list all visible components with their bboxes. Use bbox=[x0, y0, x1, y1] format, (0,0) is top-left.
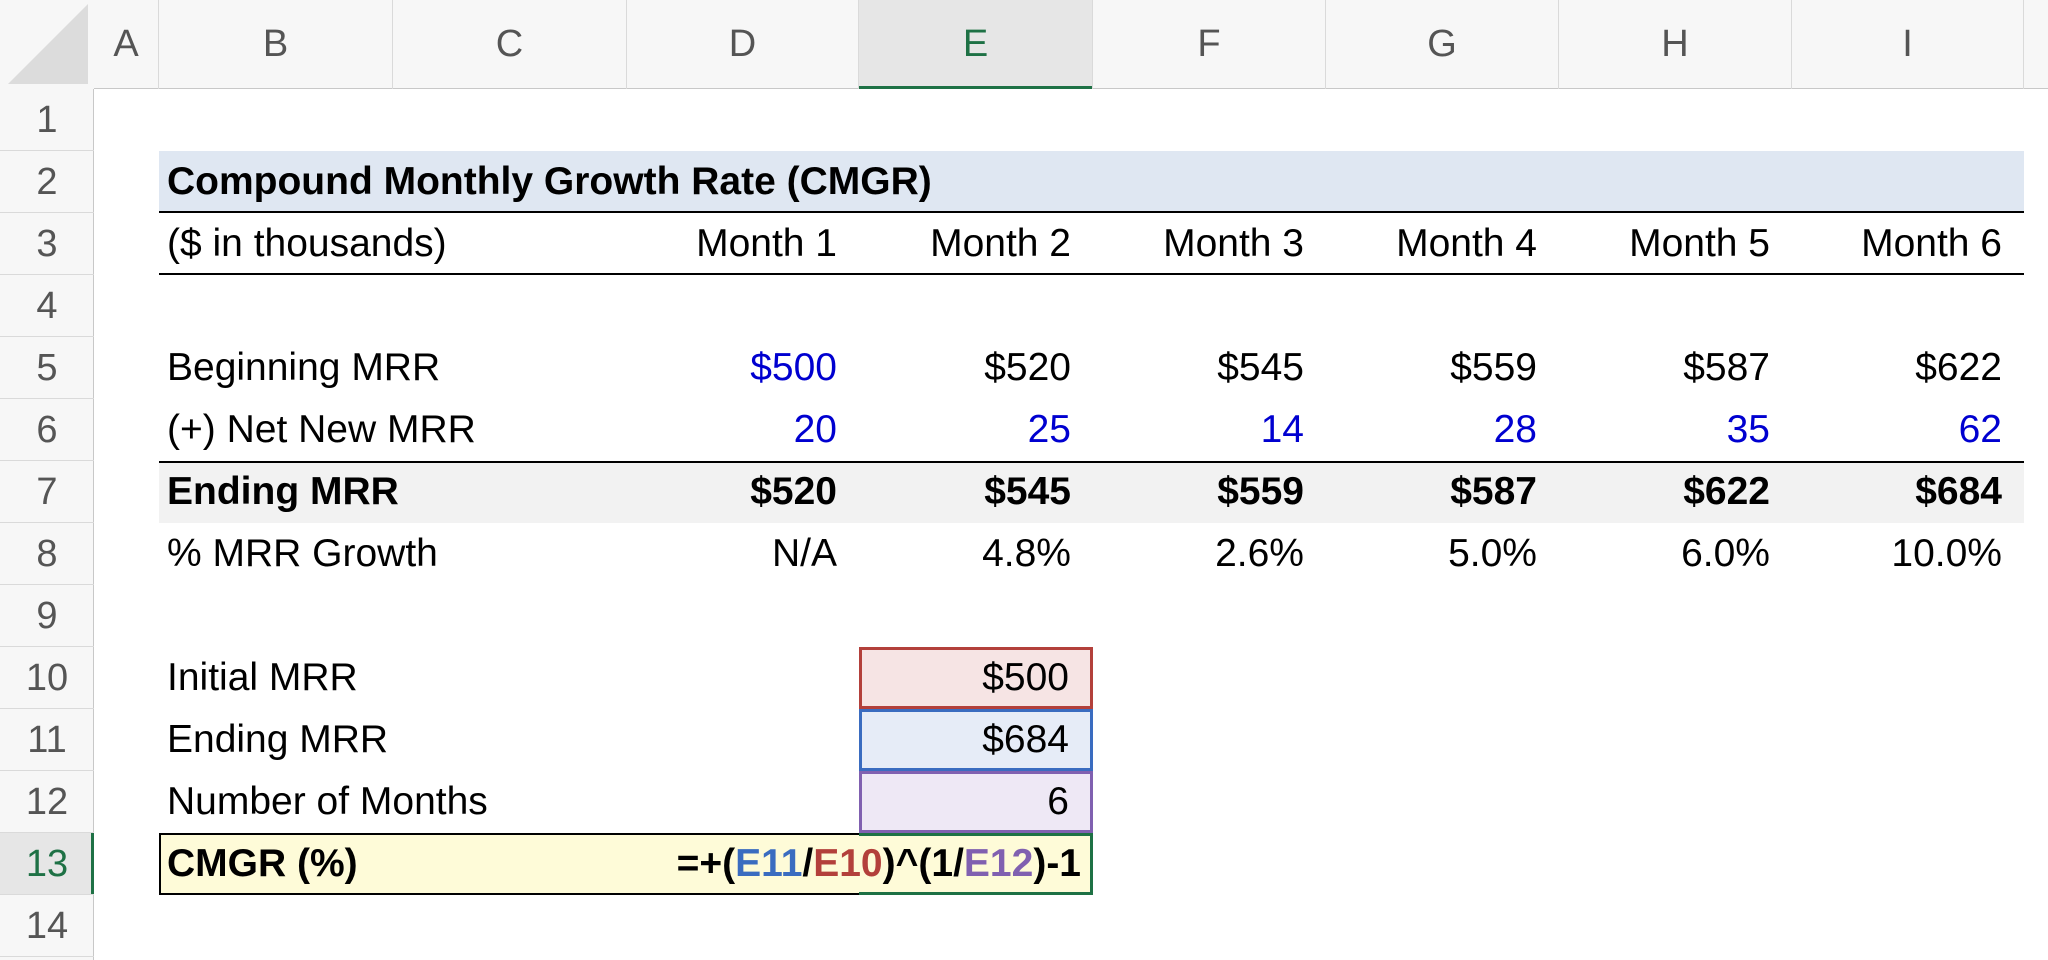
row-header[interactable]: 2 bbox=[0, 151, 94, 213]
value-cell: $587 bbox=[1450, 470, 1537, 513]
row-header[interactable]: 4 bbox=[0, 275, 94, 337]
column-header[interactable]: I bbox=[1792, 0, 2024, 89]
value-cell: $520 bbox=[984, 346, 1071, 389]
reference-cell bbox=[859, 771, 1093, 833]
value-cell: Month 5 bbox=[1629, 222, 1770, 265]
row-label: (+) Net New MRR bbox=[167, 408, 476, 451]
row-label: Ending MRR bbox=[167, 470, 399, 513]
reference-cell bbox=[859, 647, 1093, 709]
selected-row-header bbox=[0, 833, 94, 895]
cmgr-band bbox=[159, 833, 1093, 895]
formula-part: =+( bbox=[676, 842, 736, 885]
row-header-bar bbox=[0, 89, 94, 960]
column-header[interactable]: B bbox=[159, 0, 393, 89]
row-header[interactable]: 5 bbox=[0, 337, 94, 399]
row-header[interactable]: 9 bbox=[0, 585, 94, 647]
value-cell: 35 bbox=[1726, 408, 1770, 451]
value-cell: 62 bbox=[1958, 408, 2002, 451]
formula-part: E10 bbox=[813, 842, 883, 885]
value-cell: 14 bbox=[1260, 408, 1304, 451]
value-cell: 4.8% bbox=[982, 532, 1071, 575]
value-cell: $622 bbox=[1915, 346, 2002, 389]
column-header[interactable]: F bbox=[1093, 0, 1326, 89]
row-header[interactable]: 6 bbox=[0, 399, 94, 461]
total-band bbox=[159, 461, 2024, 523]
title-band bbox=[159, 151, 2024, 213]
value-cell: $684 bbox=[1915, 470, 2002, 513]
row-label: Number of Months bbox=[167, 780, 488, 823]
value-cell: Month 3 bbox=[1163, 222, 1304, 265]
row-header[interactable]: 13 bbox=[0, 833, 94, 895]
value-cell: $684 bbox=[982, 718, 1069, 761]
column-header[interactable]: H bbox=[1559, 0, 1792, 89]
value-cell: Month 4 bbox=[1396, 222, 1537, 265]
header-rule bbox=[159, 273, 2024, 275]
value-cell: 2.6% bbox=[1215, 532, 1304, 575]
formula-part: )^(1/ bbox=[882, 842, 964, 885]
formula: =+(E11/E10)^(1/E12)-1 bbox=[617, 833, 1093, 895]
selected-column-header bbox=[859, 0, 1093, 89]
row-header[interactable]: 14 bbox=[0, 895, 94, 957]
formula-part: E11 bbox=[735, 842, 803, 885]
row-header[interactable]: 11 bbox=[0, 709, 94, 771]
value-cell: $545 bbox=[1217, 346, 1304, 389]
row-label: Ending MRR bbox=[167, 718, 389, 761]
column-header[interactable]: D bbox=[627, 0, 859, 89]
value-cell: $500 bbox=[982, 656, 1069, 699]
column-header[interactable]: E bbox=[859, 0, 1093, 89]
value-cell: 6.0% bbox=[1681, 532, 1770, 575]
value-cell: Month 2 bbox=[930, 222, 1071, 265]
value-cell: 6 bbox=[1047, 780, 1069, 823]
value-cell: $559 bbox=[1450, 346, 1537, 389]
value-cell: $622 bbox=[1683, 470, 1770, 513]
reference-cell bbox=[859, 709, 1093, 771]
row-label: Initial MRR bbox=[167, 656, 358, 699]
row-label: Compound Monthly Growth Rate (CMGR) bbox=[167, 160, 932, 203]
value-cell: Month 6 bbox=[1861, 222, 2002, 265]
row-label: ($ in thousands) bbox=[167, 222, 447, 265]
value-cell: $500 bbox=[750, 346, 837, 389]
column-header[interactable]: G bbox=[1326, 0, 1559, 89]
value-cell: 5.0% bbox=[1448, 532, 1537, 575]
value-cell: N/A bbox=[771, 532, 837, 575]
value-cell: 28 bbox=[1493, 408, 1537, 451]
value-cell: $559 bbox=[1217, 470, 1304, 513]
value-cell: $520 bbox=[750, 470, 837, 513]
value-cell: $587 bbox=[1683, 346, 1770, 389]
row-header[interactable]: 12 bbox=[0, 771, 94, 833]
formula-part: / bbox=[802, 842, 814, 885]
value-cell: 10.0% bbox=[1891, 532, 2002, 575]
column-header[interactable]: A bbox=[94, 0, 159, 89]
row-label: CMGR (%) bbox=[167, 842, 358, 885]
formula-part: )-1 bbox=[1033, 842, 1081, 885]
row-label: Beginning MRR bbox=[167, 346, 441, 389]
value-cell: $545 bbox=[984, 470, 1071, 513]
row-header[interactable]: 10 bbox=[0, 647, 94, 709]
row-header[interactable]: 1 bbox=[0, 89, 94, 151]
formula-part: E12 bbox=[963, 842, 1034, 885]
row-header[interactable]: 3 bbox=[0, 213, 94, 275]
column-header[interactable]: C bbox=[393, 0, 627, 89]
select-all-corner[interactable] bbox=[0, 0, 94, 89]
active-cell bbox=[859, 833, 1093, 895]
value-cell: 25 bbox=[1027, 408, 1071, 451]
value-cell: 20 bbox=[793, 408, 837, 451]
row-header[interactable]: 8 bbox=[0, 523, 94, 585]
row-header[interactable]: 7 bbox=[0, 461, 94, 523]
row-label: % MRR Growth bbox=[167, 532, 438, 575]
value-cell: Month 1 bbox=[696, 222, 837, 265]
